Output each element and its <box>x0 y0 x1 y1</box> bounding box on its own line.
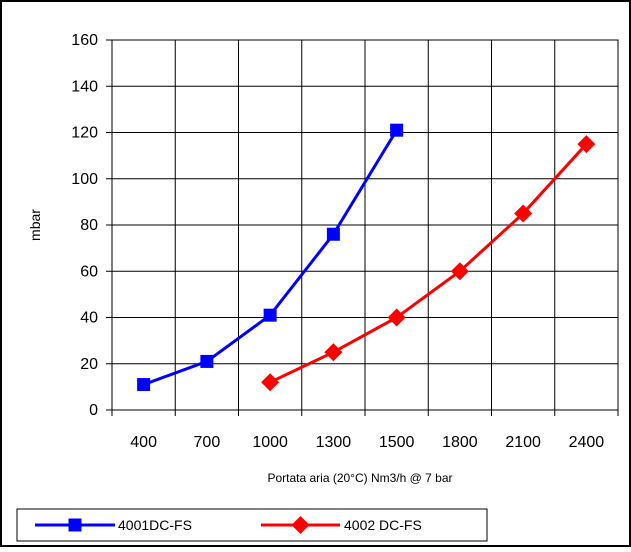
legend-swatch-marker <box>68 518 82 532</box>
x-tick-label: 700 <box>194 434 221 451</box>
x-tick-label: 1300 <box>316 434 352 451</box>
series-line <box>269 143 588 384</box>
y-tick-label: 20 <box>80 356 98 373</box>
legend-swatch-marker <box>291 516 310 534</box>
x-tick-label: 1500 <box>379 434 415 451</box>
x-tick-label: 400 <box>130 434 157 451</box>
y-tick-label: 120 <box>71 125 98 142</box>
data-point-marker <box>577 135 596 154</box>
data-point-marker <box>387 308 406 327</box>
x-axis-ticks: 400 700 1000 1300 1500 1800 2100 2400 <box>130 434 604 451</box>
series-2 <box>261 135 596 392</box>
data-point-marker <box>514 204 533 223</box>
x-axis-label: Portata aria (20°C) Nm3/h @ 7 bar <box>267 471 452 485</box>
y-axis-ticks: 0 20 40 60 80 100 120 140 160 <box>71 32 98 419</box>
y-tick-label: 40 <box>80 310 98 327</box>
data-point-marker <box>261 373 280 392</box>
series-layer <box>137 123 596 392</box>
data-point-marker <box>200 354 214 368</box>
data-point-marker <box>324 343 343 362</box>
legend-label: 4001DC-FS <box>118 517 192 533</box>
data-point-marker <box>137 378 151 392</box>
data-point-marker <box>263 308 277 322</box>
plot-area-frame <box>111 39 619 411</box>
y-tick-label: 0 <box>89 402 98 419</box>
y-tick-label: 80 <box>80 217 98 234</box>
x-tick-label: 1800 <box>442 434 478 451</box>
y-axis-label: mbar <box>27 209 43 241</box>
y-tick-label: 140 <box>71 78 98 95</box>
legend-label: 4002 DC-FS <box>344 517 422 533</box>
y-tick-label: 160 <box>71 32 98 49</box>
data-point-marker <box>450 262 469 281</box>
y-tick-label: 60 <box>80 263 98 280</box>
x-tick-label: 2100 <box>505 434 541 451</box>
y-tick-label: 100 <box>71 171 98 188</box>
x-tick-label: 2400 <box>569 434 605 451</box>
series-1 <box>137 123 404 392</box>
data-point-marker <box>390 123 404 137</box>
x-tick-label: 1000 <box>252 434 288 451</box>
legend: 4001DC-FS 4002 DC-FS <box>16 508 488 542</box>
data-point-marker <box>326 227 340 241</box>
